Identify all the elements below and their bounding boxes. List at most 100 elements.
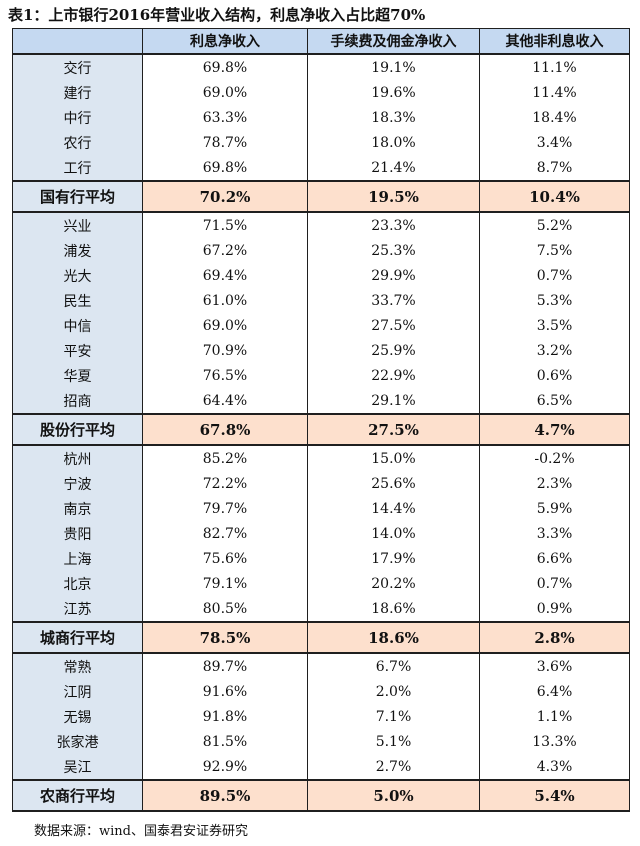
other-non-interest-cell: 6.6% bbox=[479, 546, 630, 571]
table-row: 招商 64.4% 29.1% 6.5% bbox=[12, 388, 630, 415]
header-cell-other-non-interest: 其他非利息收入 bbox=[479, 28, 630, 55]
fee-commission-cell: 23.3% bbox=[307, 212, 480, 238]
header-row: 利息净收入 手续费及佣金净收入 其他非利息收入 bbox=[12, 28, 630, 55]
bank-name-cell: 中行 bbox=[12, 105, 143, 130]
other-non-interest-cell: 0.9% bbox=[479, 596, 630, 623]
net-interest-cell: 79.1% bbox=[142, 571, 308, 596]
fee-commission-cell: 25.3% bbox=[307, 238, 480, 263]
avg-other-non-interest-cell: 5.4% bbox=[479, 779, 630, 812]
other-non-interest-cell: 6.5% bbox=[479, 388, 630, 415]
net-interest-cell: 76.5% bbox=[142, 363, 308, 388]
table-row: 南京 79.7% 14.4% 5.9% bbox=[12, 496, 630, 521]
fee-commission-cell: 19.1% bbox=[307, 54, 480, 80]
group-average-row: 城商行平均 78.5% 18.6% 2.8% bbox=[12, 621, 630, 654]
avg-fee-commission-cell: 19.5% bbox=[307, 180, 480, 213]
net-interest-cell: 70.9% bbox=[142, 338, 308, 363]
bank-name-cell: 南京 bbox=[12, 496, 143, 521]
table-row: 光大 69.4% 29.9% 0.7% bbox=[12, 263, 630, 288]
fee-commission-cell: 17.9% bbox=[307, 546, 480, 571]
table-row: 建行 69.0% 19.6% 11.4% bbox=[12, 80, 630, 105]
fee-commission-cell: 15.0% bbox=[307, 445, 480, 471]
net-interest-cell: 69.8% bbox=[142, 155, 308, 182]
other-non-interest-cell: 7.5% bbox=[479, 238, 630, 263]
bank-name-cell: 光大 bbox=[12, 263, 143, 288]
table-row: 无锡 91.8% 7.1% 1.1% bbox=[12, 704, 630, 729]
avg-net-interest-cell: 89.5% bbox=[142, 779, 308, 812]
net-interest-cell: 85.2% bbox=[142, 445, 308, 471]
avg-net-interest-cell: 78.5% bbox=[142, 621, 308, 654]
average-label-cell: 股份行平均 bbox=[12, 413, 143, 446]
table-row: 华夏 76.5% 22.9% 0.6% bbox=[12, 363, 630, 388]
table-row: 兴业 71.5% 23.3% 5.2% bbox=[12, 212, 630, 238]
other-non-interest-cell: 3.2% bbox=[479, 338, 630, 363]
table-row: 工行 69.8% 21.4% 8.7% bbox=[12, 155, 630, 182]
table-row: 张家港 81.5% 5.1% 13.3% bbox=[12, 729, 630, 754]
source-note: 数据来源：wind、国泰君安证券研究 bbox=[34, 824, 248, 839]
net-interest-cell: 69.8% bbox=[142, 54, 308, 80]
net-interest-cell: 72.2% bbox=[142, 471, 308, 496]
net-interest-cell: 63.3% bbox=[142, 105, 308, 130]
fee-commission-cell: 2.7% bbox=[307, 754, 480, 781]
bank-name-cell: 招商 bbox=[12, 388, 143, 415]
net-interest-cell: 81.5% bbox=[142, 729, 308, 754]
fee-commission-cell: 18.3% bbox=[307, 105, 480, 130]
avg-other-non-interest-cell: 10.4% bbox=[479, 180, 630, 213]
net-interest-cell: 91.6% bbox=[142, 679, 308, 704]
bank-name-cell: 兴业 bbox=[12, 212, 143, 238]
other-non-interest-cell: 5.9% bbox=[479, 496, 630, 521]
net-interest-cell: 75.6% bbox=[142, 546, 308, 571]
other-non-interest-cell: 0.7% bbox=[479, 263, 630, 288]
other-non-interest-cell: 2.3% bbox=[479, 471, 630, 496]
other-non-interest-cell: 3.3% bbox=[479, 521, 630, 546]
fee-commission-cell: 7.1% bbox=[307, 704, 480, 729]
fee-commission-cell: 19.6% bbox=[307, 80, 480, 105]
fee-commission-cell: 6.7% bbox=[307, 653, 480, 679]
avg-other-non-interest-cell: 2.8% bbox=[479, 621, 630, 654]
table-row: 交行 69.8% 19.1% 11.1% bbox=[12, 54, 630, 80]
net-interest-cell: 64.4% bbox=[142, 388, 308, 415]
fee-commission-cell: 5.1% bbox=[307, 729, 480, 754]
group-average-row: 国有行平均 70.2% 19.5% 10.4% bbox=[12, 180, 630, 213]
revenue-structure-table: 利息净收入 手续费及佣金净收入 其他非利息收入 交行 69.8% 19.1% 11.1… bbox=[12, 28, 630, 812]
table-row: 民生 61.0% 33.7% 5.3% bbox=[12, 288, 630, 313]
other-non-interest-cell: 5.3% bbox=[479, 288, 630, 313]
fee-commission-cell: 25.6% bbox=[307, 471, 480, 496]
table-row: 浦发 67.2% 25.3% 7.5% bbox=[12, 238, 630, 263]
bank-name-cell: 工行 bbox=[12, 155, 143, 182]
table-row: 中行 63.3% 18.3% 18.4% bbox=[12, 105, 630, 130]
other-non-interest-cell: 11.1% bbox=[479, 54, 630, 80]
bank-name-cell: 无锡 bbox=[12, 704, 143, 729]
fee-commission-cell: 20.2% bbox=[307, 571, 480, 596]
table-title: 表1：上市银行2016年营业收入结构，利息净收入占比超70% bbox=[8, 6, 426, 24]
bank-name-cell: 交行 bbox=[12, 54, 143, 80]
bank-name-cell: 中信 bbox=[12, 313, 143, 338]
bank-name-cell: 上海 bbox=[12, 546, 143, 571]
net-interest-cell: 61.0% bbox=[142, 288, 308, 313]
header-cell-net-interest: 利息净收入 bbox=[142, 28, 308, 55]
net-interest-cell: 67.2% bbox=[142, 238, 308, 263]
avg-fee-commission-cell: 18.6% bbox=[307, 621, 480, 654]
table-row: 贵阳 82.7% 14.0% 3.3% bbox=[12, 521, 630, 546]
other-non-interest-cell: 0.6% bbox=[479, 363, 630, 388]
net-interest-cell: 79.7% bbox=[142, 496, 308, 521]
net-interest-cell: 92.9% bbox=[142, 754, 308, 781]
bank-name-cell: 常熟 bbox=[12, 653, 143, 679]
bank-name-cell: 杭州 bbox=[12, 445, 143, 471]
other-non-interest-cell: 8.7% bbox=[479, 155, 630, 182]
table-row: 北京 79.1% 20.2% 0.7% bbox=[12, 571, 630, 596]
other-non-interest-cell: 11.4% bbox=[479, 80, 630, 105]
fee-commission-cell: 29.1% bbox=[307, 388, 480, 415]
net-interest-cell: 91.8% bbox=[142, 704, 308, 729]
net-interest-cell: 80.5% bbox=[142, 596, 308, 623]
bank-name-cell: 张家港 bbox=[12, 729, 143, 754]
bank-name-cell: 江阴 bbox=[12, 679, 143, 704]
bank-name-cell: 北京 bbox=[12, 571, 143, 596]
net-interest-cell: 89.7% bbox=[142, 653, 308, 679]
net-interest-cell: 82.7% bbox=[142, 521, 308, 546]
other-non-interest-cell: 0.7% bbox=[479, 571, 630, 596]
table-body: 交行 69.8% 19.1% 11.1% 建行 69.0% 19.6% 11.4% 中行 63.3… bbox=[12, 54, 630, 812]
avg-fee-commission-cell: 27.5% bbox=[307, 413, 480, 446]
net-interest-cell: 69.0% bbox=[142, 313, 308, 338]
fee-commission-cell: 2.0% bbox=[307, 679, 480, 704]
bank-name-cell: 贵阳 bbox=[12, 521, 143, 546]
